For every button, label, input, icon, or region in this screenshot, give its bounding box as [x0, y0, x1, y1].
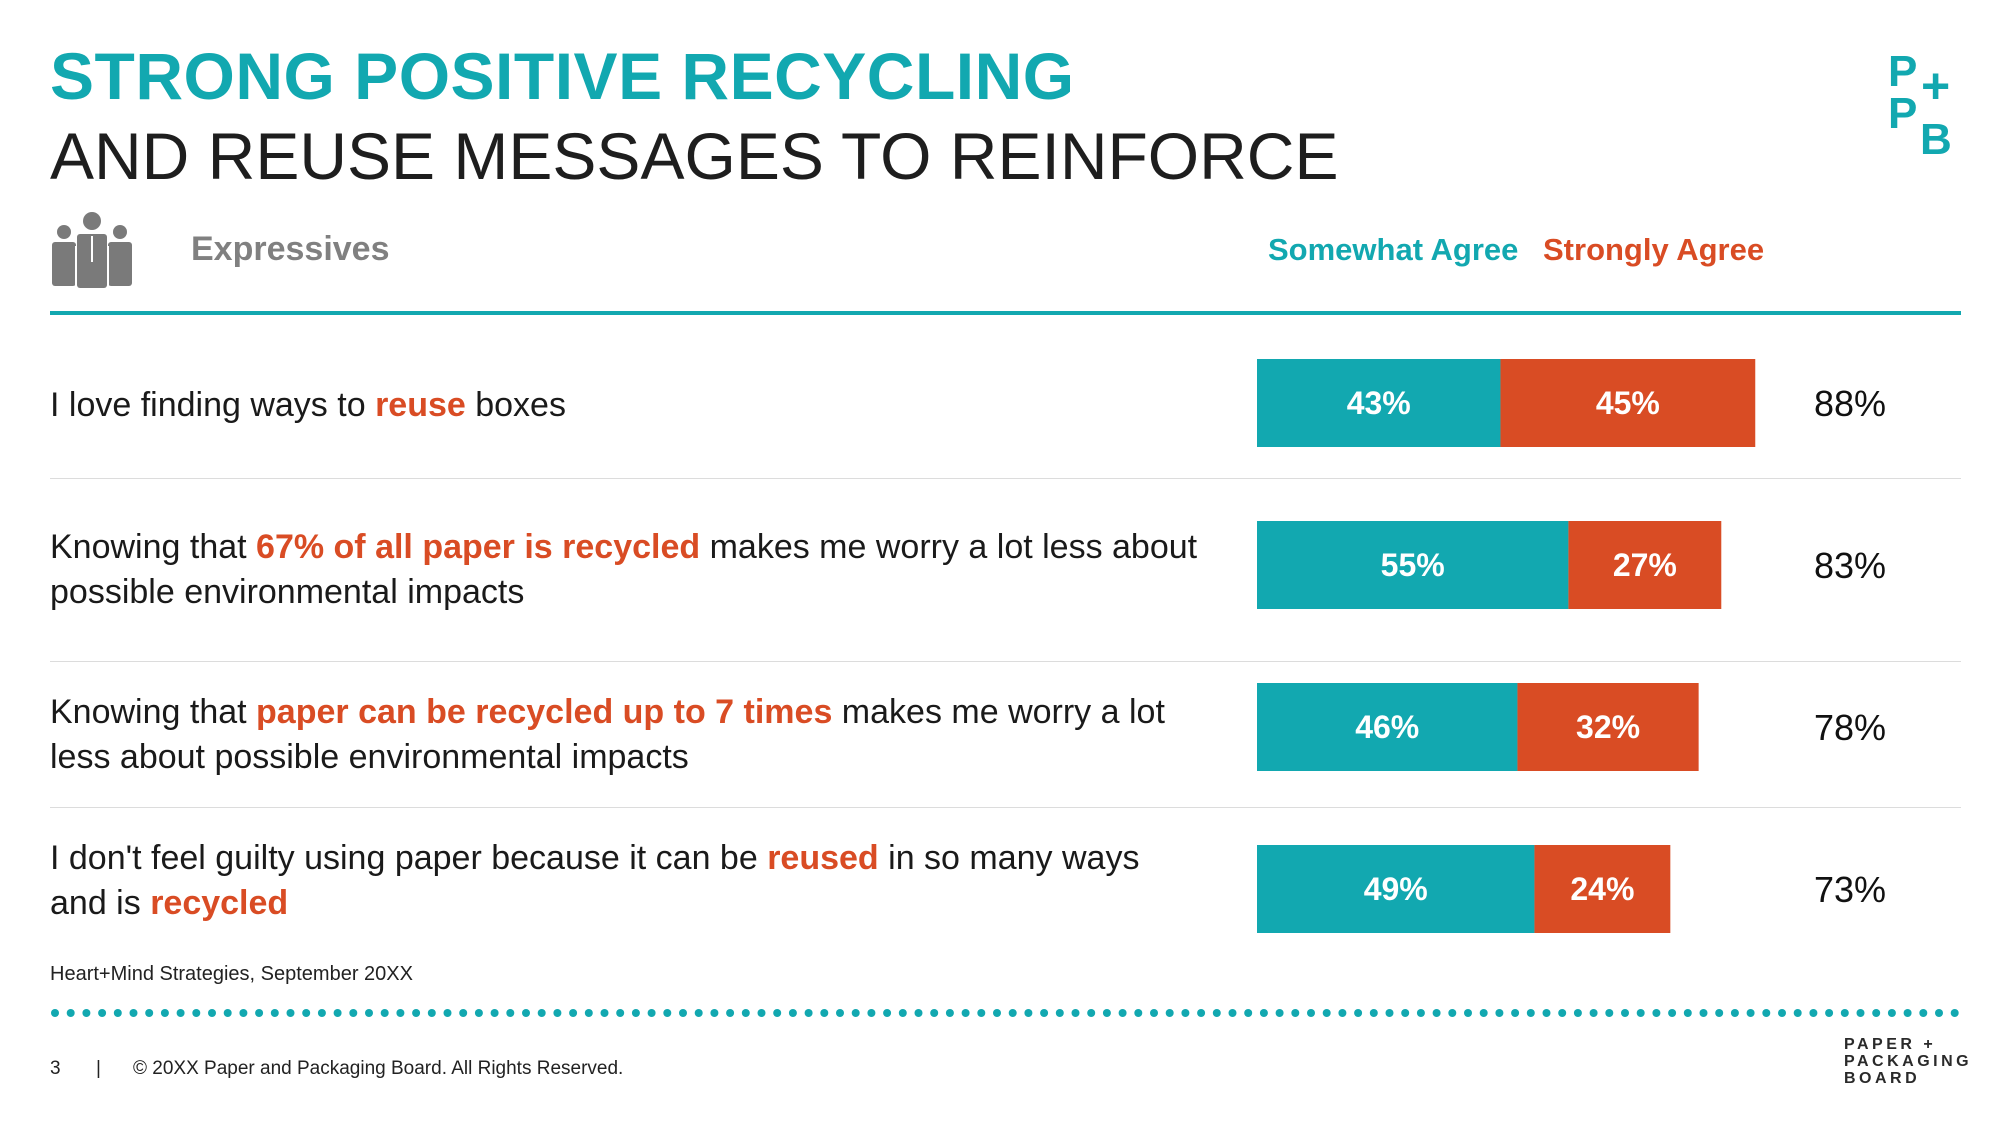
people-group-icon: [52, 212, 132, 288]
highlighted-phrase: recycled: [150, 884, 289, 922]
total-agree-label: 78%: [1814, 707, 1886, 748]
row-divider: [50, 478, 1961, 479]
bar-somewhat-agree: [1257, 845, 1535, 933]
statement-text: Knowing that: [50, 528, 257, 566]
bar-label-somewhat-agree: 49%: [1364, 871, 1428, 907]
total-agree-label: 83%: [1814, 545, 1886, 586]
bar-strongly-agree: [1500, 359, 1756, 447]
legend-somewhat-agree: Somewhat Agree: [1268, 232, 1519, 267]
slide-title-line1: STRONG POSITIVE RECYCLING: [50, 39, 1075, 113]
footer-logo-line: PACKAGING: [1844, 1053, 1973, 1070]
statement-3: Knowing that paper can be recycled up to…: [50, 690, 1200, 780]
slide-title-line2: AND REUSE MESSAGES TO REINFORCE: [50, 119, 1339, 193]
statement-text: in so many ways and is: [50, 839, 1140, 922]
footer-logo-line: BOARD: [1844, 1070, 1921, 1087]
row-divider: [50, 807, 1961, 808]
bar-label-strongly-agree: 24%: [1570, 871, 1634, 907]
highlighted-phrase: 67% of all paper is recycled: [256, 528, 701, 566]
bar-somewhat-agree: [1257, 359, 1501, 447]
bar-label-somewhat-agree: 46%: [1355, 709, 1419, 745]
bar-strongly-agree: [1517, 683, 1699, 771]
logo-letter-b: B: [1920, 115, 1952, 158]
highlighted-phrase: paper can be recycled up to 7 times: [256, 693, 833, 731]
footer-separator: |: [96, 1058, 101, 1079]
bar-label-strongly-agree: 27%: [1613, 547, 1677, 583]
statement-text: makes me worry a lot less about possible…: [50, 693, 1165, 776]
page-number: 3: [50, 1058, 61, 1079]
header-rule: [50, 311, 1961, 315]
statement-text: I love finding ways to: [50, 386, 376, 424]
bar-label-strongly-agree: 45%: [1596, 385, 1660, 421]
legend-strongly-agree: Strongly Agree: [1543, 232, 1765, 267]
bar-label-somewhat-agree: 43%: [1347, 385, 1411, 421]
total-agree-label: 73%: [1814, 869, 1886, 910]
statement-2: Knowing that 67% of all paper is recycle…: [50, 525, 1200, 615]
bar-somewhat-agree: [1257, 521, 1569, 609]
dotted-divider: [51, 1009, 1959, 1017]
bar-strongly-agree: [1568, 521, 1722, 609]
statement-text: makes me worry a lot less about possible…: [50, 528, 1198, 611]
source-note: Heart+Mind Strategies, September 20XX: [50, 963, 413, 985]
total-agree-label: 88%: [1814, 383, 1886, 424]
row-divider: [50, 661, 1961, 662]
footer-logo-line: PAPER +: [1844, 1036, 1937, 1053]
highlighted-phrase: reuse: [375, 386, 466, 424]
segment-label: Expressives: [191, 230, 390, 268]
statement-text: boxes: [465, 386, 566, 424]
statement-text: I don't feel guilty using paper because …: [50, 839, 768, 877]
statement-4: I don't feel guilty using paper because …: [50, 836, 1200, 926]
copyright-notice: © 20XX Paper and Packaging Board. All Ri…: [133, 1058, 624, 1079]
bar-strongly-agree: [1534, 845, 1671, 933]
logo-plus: +: [1921, 58, 1950, 114]
highlighted-phrase: reused: [767, 839, 879, 877]
logo-letter-p2: P: [1888, 89, 1917, 138]
ppb-logo: P + P B: [1888, 48, 1952, 158]
bar-somewhat-agree: [1257, 683, 1518, 771]
bar-label-strongly-agree: 32%: [1576, 709, 1640, 745]
statement-text: Knowing that: [50, 693, 257, 731]
statement-1: I love finding ways to reuse boxes: [50, 383, 1200, 428]
bar-label-somewhat-agree: 55%: [1381, 547, 1445, 583]
logo-letter-p1: P: [1888, 48, 1917, 96]
paper-packaging-board-logo: PAPER + PACKAGING BOARD: [1844, 1036, 1972, 1087]
